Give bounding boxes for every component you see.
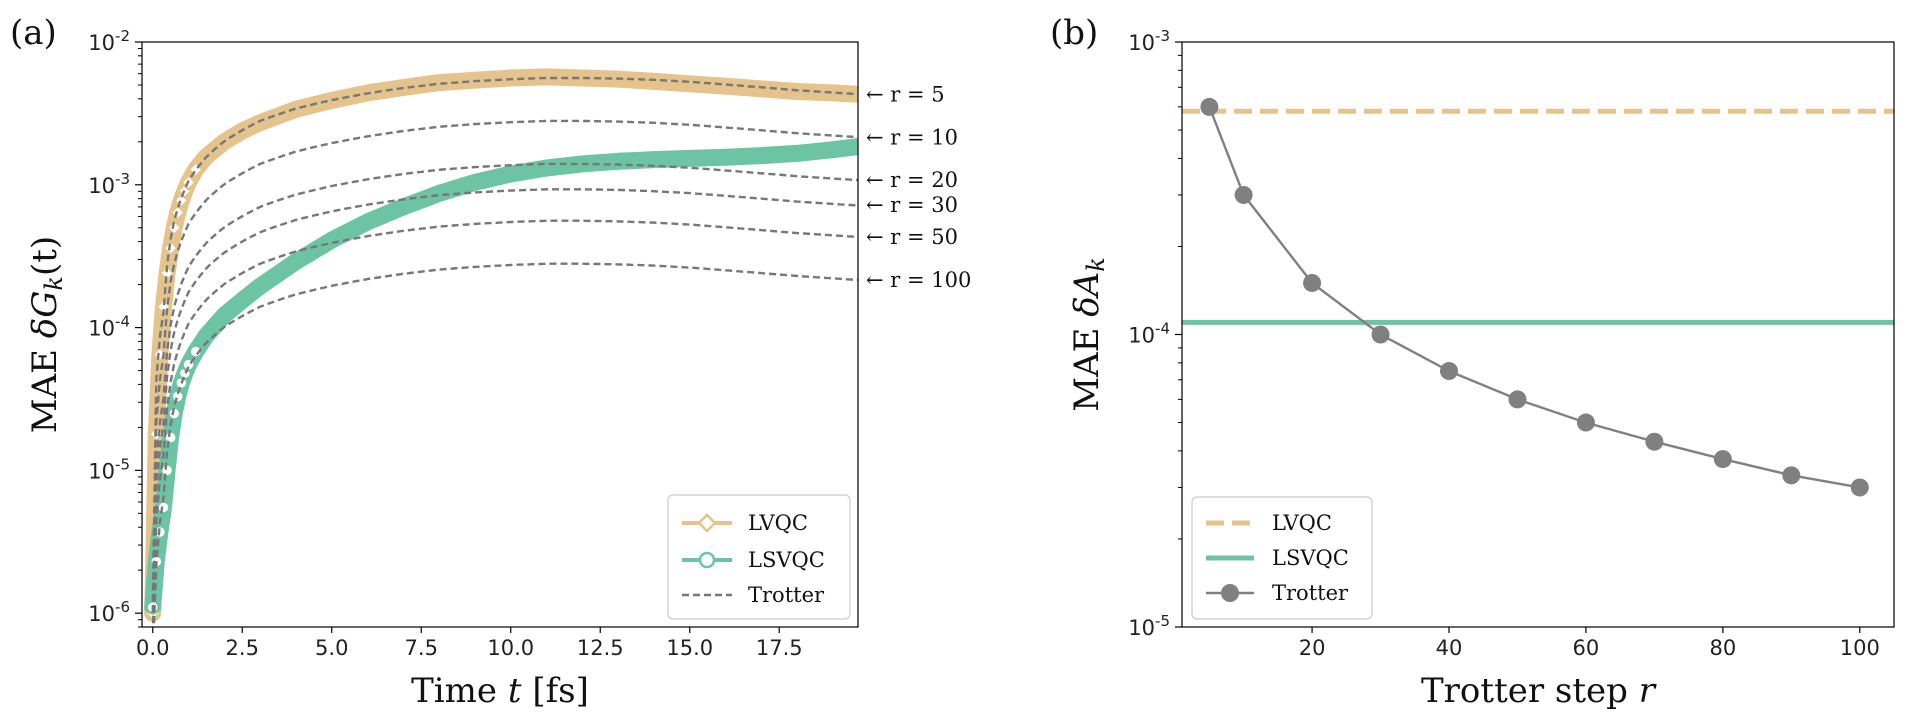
trotter-point: [1713, 450, 1732, 469]
panel-b-x-tick-label: 80: [1709, 636, 1736, 660]
legend-b-lvqc-label: LVQC: [1272, 511, 1332, 535]
panel-a-label: (a): [10, 13, 57, 53]
annotation-r30: ← r = 30: [866, 193, 958, 217]
panel-b-ticks: 20 40 60 80 100 10-5 10-4 10-3: [1128, 27, 1880, 660]
lvqc-marker: [161, 239, 180, 257]
lsvqc-marker: [156, 500, 171, 515]
trotter-point: [1234, 185, 1253, 204]
trotter-curve-r30: [152, 188, 858, 627]
panel-b-x-tick-label: 100: [1840, 636, 1880, 660]
panel-a-y-tick-label: 10-5: [88, 455, 130, 483]
panel-b-series: [1182, 97, 1894, 497]
panel-b-x-tick-label: 60: [1573, 636, 1600, 660]
panel-b-label: (b): [1050, 13, 1098, 53]
panel-a-x-tick-label: 12.5: [577, 636, 624, 660]
panel-a-series: [143, 68, 858, 627]
trotter-point: [1645, 432, 1664, 451]
trotter-curve-r5: [151, 76, 858, 613]
panel-a-y-tick-label: 10-4: [88, 313, 130, 341]
panel-b-x-tick-label: 20: [1299, 636, 1326, 660]
annotation-r50: ← r = 50: [866, 225, 958, 249]
annotation-r100: ← r = 100: [866, 268, 971, 292]
trotter-point: [1200, 97, 1219, 116]
panel-a-x-tick-label: 17.5: [756, 636, 803, 660]
legend-b-trotter-label: Trotter: [1272, 581, 1349, 605]
legend-lsvqc-marker: [698, 551, 716, 569]
panel-b: (b) 20 40 60 80 100 10-5 10-4 10-3 Trotter step…: [1050, 13, 1895, 711]
panel-a-ticks: 0.0 2.5 5.0 7.5 10.0 12.5 15.0 17.5 10-6 10-5 10-4…: [88, 27, 802, 660]
trotter-point: [1576, 413, 1595, 432]
panel-a-legend: LVQC LSVQC Trotter: [667, 494, 851, 620]
trotter-point: [1850, 478, 1869, 497]
annotation-r20: ← r = 20: [866, 168, 958, 192]
panel-a-x-tick-label: 7.5: [405, 636, 438, 660]
trotter-curve-r10: [151, 119, 858, 627]
panel-a-x-tick-label: 5.0: [315, 636, 348, 660]
panel-a-x-tick-label: 0.0: [136, 636, 169, 660]
panel-a-y-tick-label: 10-2: [88, 27, 130, 55]
panel-a-annotations: ← r = 5 ← r = 10 ← r = 20← r = 30 ← r = 50 ←…: [866, 82, 971, 292]
lsvqc-marker: [188, 344, 203, 359]
lsvqc-marker: [166, 406, 182, 421]
panel-b-y-tick-label: 10-3: [1128, 27, 1170, 55]
annotation-r10: ← r = 10: [866, 125, 958, 149]
panel-b-x-axis-label: Trotter step r: [1421, 671, 1657, 711]
panel-b-x-tick-label: 40: [1436, 636, 1463, 660]
annotation-r5: ← r = 5: [866, 82, 945, 106]
panel-a-y-tick-label: 10-6: [88, 598, 130, 626]
trotter-point: [1440, 362, 1458, 381]
trotter-curve-r50: [152, 219, 858, 627]
panel-b-y-tick-label: 10-5: [1128, 612, 1170, 640]
trotter-point: [1508, 390, 1527, 409]
trotter-point: [1303, 273, 1322, 292]
legend-b-lsvqc-label: LSVQC: [1272, 546, 1349, 570]
panel-a-x-tick-label: 2.5: [226, 636, 259, 660]
legend-b-trotter-marker: [1221, 584, 1239, 602]
trotter-point: [1782, 466, 1801, 485]
panel-b-y-axis-label: MAE δAk: [1067, 257, 1110, 412]
legend-lsvqc-label: LSVQC: [748, 548, 825, 572]
panel-a-x-tick-label: 15.0: [666, 636, 713, 660]
panel-a-y-axis-label: MAE δGk(t): [25, 236, 68, 433]
panel-a-y-tick-label: 10-3: [88, 170, 130, 198]
trotter-point: [1371, 325, 1390, 344]
legend-lvqc-label: LVQC: [748, 511, 808, 535]
panel-a-x-tick-label: 10.0: [487, 636, 534, 660]
lvqc-marker: [165, 219, 183, 237]
trotter-curve-r20: [152, 162, 858, 627]
legend-trotter-label: Trotter: [748, 583, 825, 607]
panel-a: (a) 0.0 2.5 5.0 7.5 10.0 12.5 15.0 17.5 10-6 10-5…: [10, 13, 971, 711]
lsvqc-band: [144, 138, 858, 616]
trotter-curve-r100: [152, 262, 858, 627]
panel-a-x-axis-label: Time t [fs]: [411, 671, 589, 711]
panel-b-y-tick-label: 10-4: [1128, 320, 1170, 348]
panel-b-legend: LVQC LSVQC Trotter: [1191, 496, 1373, 620]
trotter-line: [1208, 106, 1861, 489]
legend-lvqc-marker: [697, 513, 717, 533]
